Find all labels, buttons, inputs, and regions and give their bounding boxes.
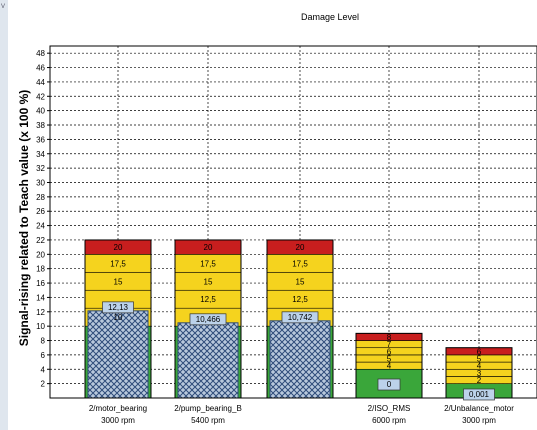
bar-outline	[84, 239, 152, 399]
x-category-rpm: 5400 rpm	[191, 416, 225, 425]
threshold-label: 15	[114, 277, 123, 286]
value-label: 10,742	[288, 313, 313, 322]
y-tick-label: 30	[36, 178, 45, 187]
left-panel-strip: V	[0, 0, 8, 430]
threshold-label: 15	[296, 277, 305, 286]
y-tick-label: 42	[36, 92, 45, 101]
threshold-label: 12,5	[200, 295, 216, 304]
threshold-label: 12,5	[292, 295, 308, 304]
y-tick-label: 24	[36, 222, 45, 231]
threshold-label: 17,5	[200, 259, 216, 268]
y-tick-label: 2	[41, 380, 46, 389]
y-tick-label: 32	[36, 164, 45, 173]
value-label: 10,466	[196, 315, 221, 324]
y-tick-label: 44	[36, 78, 45, 87]
threshold-label: 3	[477, 369, 482, 378]
x-category-rpm: 3000 rpm	[101, 416, 135, 425]
threshold-label: 5	[477, 354, 482, 363]
threshold-label: 10	[114, 313, 123, 322]
y-tick-label: 34	[36, 150, 45, 159]
x-category-label: 2/motor_bearing	[89, 404, 147, 413]
threshold-label: 4	[477, 362, 482, 371]
y-tick-label: 12	[36, 308, 45, 317]
value-label-box	[377, 378, 401, 391]
threshold-label: 17,5	[110, 259, 126, 268]
chart-title: Damage Level	[301, 12, 359, 22]
y-tick-label: 22	[36, 236, 45, 245]
value-label-box	[281, 311, 319, 324]
y-tick-label: 16	[36, 279, 45, 288]
y-tick-label: 28	[36, 193, 45, 202]
y-tick-label: 10	[36, 322, 45, 331]
threshold-label: 17,5	[292, 259, 308, 268]
x-category-label: 2/pump_bearing_B	[174, 404, 242, 413]
value-label: 0,001	[469, 390, 490, 399]
bar-outline	[174, 239, 242, 399]
y-tick-label: 14	[36, 293, 45, 302]
bar-value-fill	[87, 310, 149, 399]
value-label: 12,13	[108, 303, 129, 312]
threshold-label: 8	[387, 333, 392, 342]
x-category-label: 2/Unbalance_motor	[444, 404, 514, 413]
bar-value-fill	[269, 320, 331, 399]
value-label: 0	[387, 380, 392, 389]
bar-stack: 10 15 17,5 20 12,13	[84, 239, 152, 399]
y-tick-label: 38	[36, 121, 45, 130]
x-axis-labels: 2/motor_bearing 3000 rpm 2/pump_bearing_B 5…	[89, 404, 514, 425]
threshold-label: 20	[114, 243, 123, 252]
y-tick-label: 26	[36, 207, 45, 216]
bar-outline	[266, 239, 334, 399]
threshold-label: 20	[296, 243, 305, 252]
threshold-label: 6	[387, 347, 392, 356]
y-tick-label: 48	[36, 49, 45, 58]
y-tick-label: 6	[41, 351, 46, 360]
y-tick-label: 4	[41, 365, 46, 374]
threshold-label: 2	[477, 376, 482, 385]
y-tick-label: 46	[36, 64, 45, 73]
value-label-box	[102, 301, 134, 314]
value-label-box	[189, 313, 227, 326]
y-tick-label: 18	[36, 265, 45, 274]
x-category-rpm: 6000 rpm	[372, 416, 406, 425]
x-category-label: 2/ISO_RMS	[368, 404, 411, 413]
threshold-label: 6	[477, 347, 482, 356]
y-tick-label: 40	[36, 107, 45, 116]
y-axis-label: Signal-rising related to Teach value (x …	[17, 90, 31, 347]
y-axis-ticks: 2468101214161820222426283032343638404244…	[36, 49, 50, 389]
threshold-label: 5	[387, 354, 392, 363]
threshold-label: 15	[204, 277, 213, 286]
bars-group: 101517,52012,131012,51517,52010,4661012,…	[84, 239, 513, 401]
threshold-label: 4	[387, 362, 392, 371]
bar-outline	[355, 332, 423, 399]
threshold-label: 20	[204, 243, 213, 252]
y-tick-label: 8	[41, 337, 46, 346]
left-strip-glyph: V	[1, 4, 6, 10]
y-tick-label: 20	[36, 250, 45, 259]
threshold-label: 7	[387, 340, 392, 349]
y-tick-label: 36	[36, 135, 45, 144]
x-category-rpm: 3000 rpm	[462, 416, 496, 425]
bar-value-fill	[177, 322, 239, 399]
value-label-box	[463, 388, 495, 401]
